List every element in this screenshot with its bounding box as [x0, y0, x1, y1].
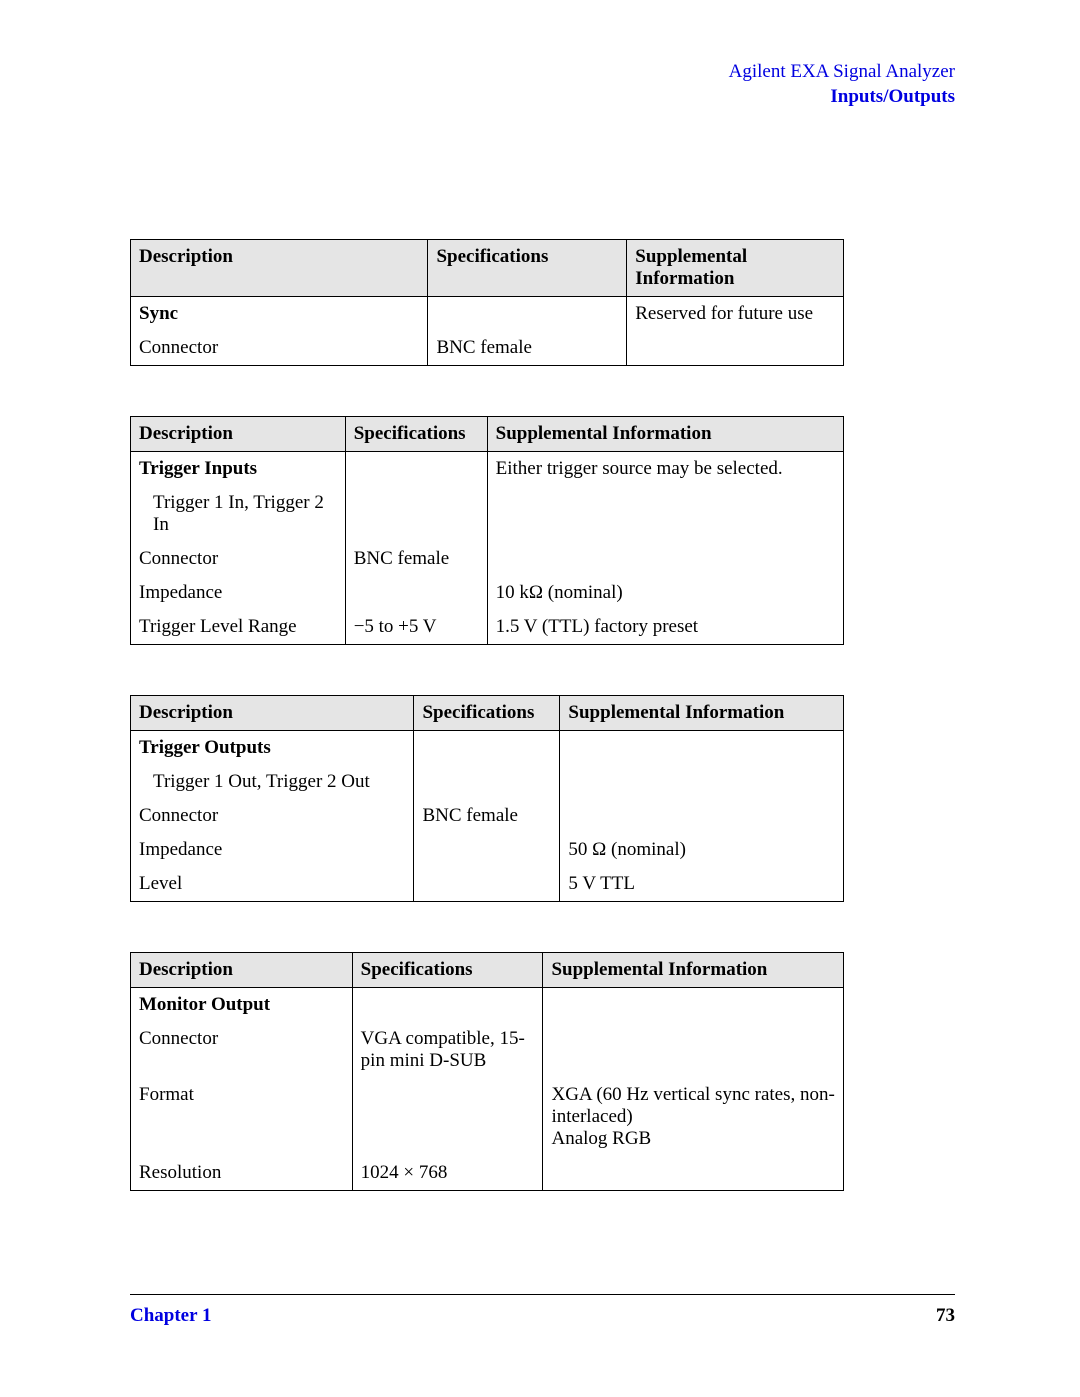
- cell-description: Resolution: [131, 1156, 353, 1191]
- table-row: Trigger Outputs: [131, 731, 844, 766]
- table-row: ConnectorBNC female: [131, 542, 844, 576]
- cell-specifications: VGA compatible, 15-pin mini D-SUB: [352, 1022, 543, 1078]
- table-row: Monitor Output: [131, 988, 844, 1023]
- page-footer: Chapter 1 73: [130, 1294, 955, 1327]
- table-row: ConnectorBNC female: [131, 331, 844, 366]
- cell-supplemental: [543, 1022, 844, 1078]
- cell-specifications: [414, 731, 560, 766]
- cell-description: Impedance: [131, 576, 346, 610]
- cell-specifications: BNC female: [428, 331, 627, 366]
- table-row: Trigger 1 In, Trigger 2 In: [131, 486, 844, 542]
- cell-supplemental: [543, 988, 844, 1023]
- col-supplemental: Supplemental Information: [627, 240, 844, 297]
- cell-supplemental: 10 kΩ (nominal): [487, 576, 843, 610]
- col-specifications: Specifications: [345, 417, 487, 452]
- col-supplemental: Supplemental Information: [487, 417, 843, 452]
- cell-specifications: [352, 1078, 543, 1156]
- table-row: Trigger Inputs Either trigger source may …: [131, 452, 844, 487]
- cell-description: Connector: [131, 542, 346, 576]
- col-description: Description: [131, 696, 414, 731]
- tbody: SyncReserved for future useConnectorBNC …: [131, 297, 844, 366]
- col-description: Description: [131, 240, 428, 297]
- table-row: Format XGA (60 Hz vertical sync rates, no…: [131, 1078, 844, 1156]
- table-trigger-outputs: Description Specifications Supplemental …: [130, 695, 844, 902]
- cell-supplemental: [627, 331, 844, 366]
- cell-specifications: 1024 × 768: [352, 1156, 543, 1191]
- col-specifications: Specifications: [428, 240, 627, 297]
- table-row: Resolution1024 × 768: [131, 1156, 844, 1191]
- cell-description: Sync: [131, 297, 428, 332]
- cell-specifications: [428, 297, 627, 332]
- chapter-label: Chapter 1: [130, 1305, 211, 1327]
- table-row: ConnectorBNC female: [131, 799, 844, 833]
- cell-supplemental: 50 Ω (nominal): [560, 833, 844, 867]
- cell-specifications: [414, 867, 560, 902]
- col-specifications: Specifications: [414, 696, 560, 731]
- col-supplemental: Supplemental Information: [543, 953, 844, 988]
- cell-description: Trigger Outputs: [131, 731, 414, 766]
- cell-description: Trigger Inputs: [131, 452, 346, 487]
- cell-supplemental: 5 V TTL: [560, 867, 844, 902]
- page-number: 73: [936, 1305, 955, 1327]
- cell-description: Format: [131, 1078, 353, 1156]
- cell-description: Level: [131, 867, 414, 902]
- page: Agilent EXA Signal Analyzer Inputs/Outpu…: [0, 0, 1080, 1397]
- cell-description: Monitor Output: [131, 988, 353, 1023]
- doc-title: Agilent EXA Signal Analyzer: [130, 60, 955, 85]
- cell-description: Connector: [131, 331, 428, 366]
- cell-supplemental: 1.5 V (TTL) factory preset: [487, 610, 843, 645]
- cell-supplemental: [487, 486, 843, 542]
- cell-specifications: [414, 833, 560, 867]
- cell-specifications: BNC female: [345, 542, 487, 576]
- cell-specifications: [345, 452, 487, 487]
- col-description: Description: [131, 417, 346, 452]
- cell-supplemental: [487, 542, 843, 576]
- table-row: Level 5 V TTL: [131, 867, 844, 902]
- tbody: Trigger Inputs Either trigger source may …: [131, 452, 844, 645]
- cell-description: Trigger 1 In, Trigger 2 In: [131, 486, 346, 542]
- table-trigger-inputs: Description Specifications Supplemental …: [130, 416, 844, 645]
- cell-supplemental: [543, 1156, 844, 1191]
- cell-supplemental: Reserved for future use: [627, 297, 844, 332]
- col-supplemental: Supplemental Information: [560, 696, 844, 731]
- table-row: Sync Reserved for future use: [131, 297, 844, 332]
- cell-specifications: [414, 765, 560, 799]
- table-row: Trigger Level Range−5 to +5 V1.5 V (TTL)…: [131, 610, 844, 645]
- cell-supplemental: Either trigger source may be selected.: [487, 452, 843, 487]
- cell-description: Connector: [131, 1022, 353, 1078]
- col-specifications: Specifications: [352, 953, 543, 988]
- cell-specifications: [352, 988, 543, 1023]
- cell-supplemental: [560, 731, 844, 766]
- table-monitor-output: Description Specifications Supplemental …: [130, 952, 844, 1191]
- cell-specifications: [345, 486, 487, 542]
- tbody: Monitor OutputConnectorVGA compatible, 1…: [131, 988, 844, 1191]
- cell-description: Impedance: [131, 833, 414, 867]
- section-title: Inputs/Outputs: [130, 85, 955, 110]
- table-row: ConnectorVGA compatible, 15-pin mini D-S…: [131, 1022, 844, 1078]
- cell-specifications: −5 to +5 V: [345, 610, 487, 645]
- page-header: Agilent EXA Signal Analyzer Inputs/Outpu…: [130, 60, 955, 109]
- cell-description: Trigger Level Range: [131, 610, 346, 645]
- cell-supplemental: [560, 765, 844, 799]
- cell-specifications: [345, 576, 487, 610]
- cell-description: Trigger 1 Out, Trigger 2 Out: [131, 765, 414, 799]
- col-description: Description: [131, 953, 353, 988]
- table-sync: Description Specifications Supplemental …: [130, 239, 844, 366]
- tbody: Trigger OutputsTrigger 1 Out, Trigger 2 …: [131, 731, 844, 902]
- cell-specifications: BNC female: [414, 799, 560, 833]
- cell-supplemental: XGA (60 Hz vertical sync rates, non-inte…: [543, 1078, 844, 1156]
- cell-description: Connector: [131, 799, 414, 833]
- table-row: Impedance 10 kΩ (nominal): [131, 576, 844, 610]
- table-row: Impedance 50 Ω (nominal): [131, 833, 844, 867]
- cell-supplemental: [560, 799, 844, 833]
- table-row: Trigger 1 Out, Trigger 2 Out: [131, 765, 844, 799]
